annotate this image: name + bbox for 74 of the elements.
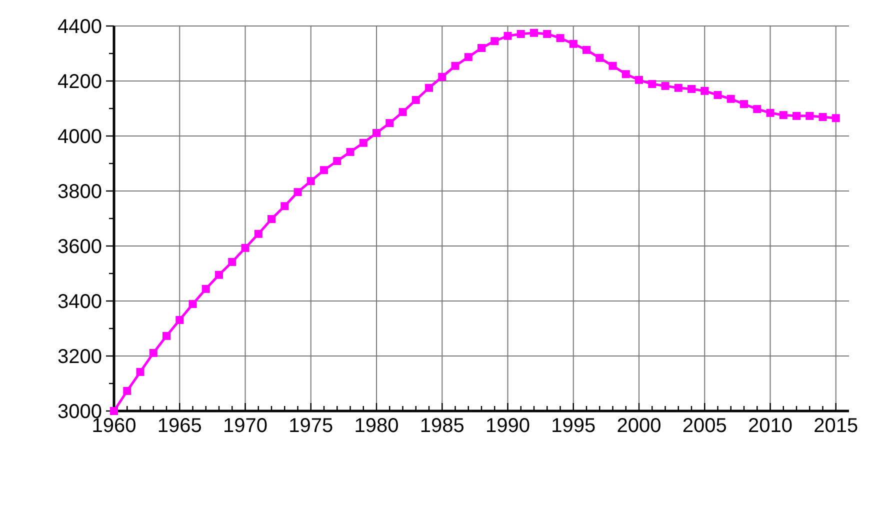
point — [806, 112, 814, 120]
point — [162, 332, 170, 340]
point — [569, 40, 578, 48]
point — [228, 258, 236, 266]
point — [635, 76, 643, 84]
point — [700, 86, 709, 95]
y-tick-label: 4400 — [58, 16, 102, 38]
point — [648, 80, 656, 88]
y-tick-label: 3400 — [58, 291, 102, 313]
point — [123, 386, 132, 395]
point — [188, 300, 197, 308]
point — [490, 37, 499, 46]
y-tick-label: 4200 — [58, 71, 102, 93]
point — [136, 368, 144, 376]
point — [241, 244, 250, 252]
point — [504, 32, 512, 40]
x-tick-label: 1990 — [486, 415, 530, 437]
point — [110, 407, 118, 415]
point — [688, 84, 696, 93]
point — [779, 111, 788, 120]
point — [530, 28, 538, 37]
point — [464, 53, 472, 62]
point — [202, 284, 210, 293]
x-tick-label: 2015 — [814, 415, 858, 437]
point — [372, 128, 380, 137]
point — [254, 230, 262, 238]
y-tick-label: 4000 — [58, 126, 102, 148]
point — [753, 105, 762, 114]
point — [215, 270, 223, 279]
point — [582, 46, 590, 54]
point — [661, 82, 670, 90]
x-tick-label: 2010 — [748, 415, 792, 437]
y-tick-label: 3800 — [58, 181, 102, 203]
point — [280, 202, 289, 210]
x-tick-label: 1965 — [157, 415, 202, 437]
point — [346, 148, 354, 156]
point — [608, 62, 617, 70]
point — [818, 113, 827, 122]
point — [478, 44, 486, 52]
x-tick-label: 1970 — [223, 415, 268, 437]
point — [740, 100, 748, 108]
point — [425, 84, 433, 92]
point — [306, 177, 315, 186]
point — [556, 34, 564, 42]
y-tick-label: 3600 — [58, 236, 102, 258]
point — [516, 30, 525, 38]
point — [451, 62, 460, 70]
point — [359, 138, 368, 147]
point — [766, 108, 774, 117]
point — [832, 114, 840, 122]
point — [176, 316, 184, 324]
x-tick-label: 1980 — [354, 415, 399, 437]
x-tick-label: 2005 — [682, 415, 727, 437]
x-tick-label: 1985 — [420, 415, 464, 437]
point — [674, 84, 682, 92]
x-tick-label: 1995 — [551, 415, 596, 437]
point — [726, 94, 735, 103]
point — [596, 54, 604, 62]
x-tick-label: 1975 — [288, 415, 334, 437]
point — [412, 96, 420, 104]
x-tick-label: 2000 — [616, 415, 662, 437]
point — [543, 30, 552, 38]
point — [438, 72, 446, 81]
y-tick-label: 3200 — [58, 346, 102, 368]
point — [622, 70, 630, 78]
point — [149, 348, 158, 357]
point — [294, 188, 302, 196]
point — [333, 157, 342, 166]
point — [268, 215, 276, 224]
point — [320, 166, 328, 174]
point — [714, 91, 722, 100]
point — [792, 112, 800, 120]
point — [386, 119, 394, 128]
point — [398, 108, 407, 116]
